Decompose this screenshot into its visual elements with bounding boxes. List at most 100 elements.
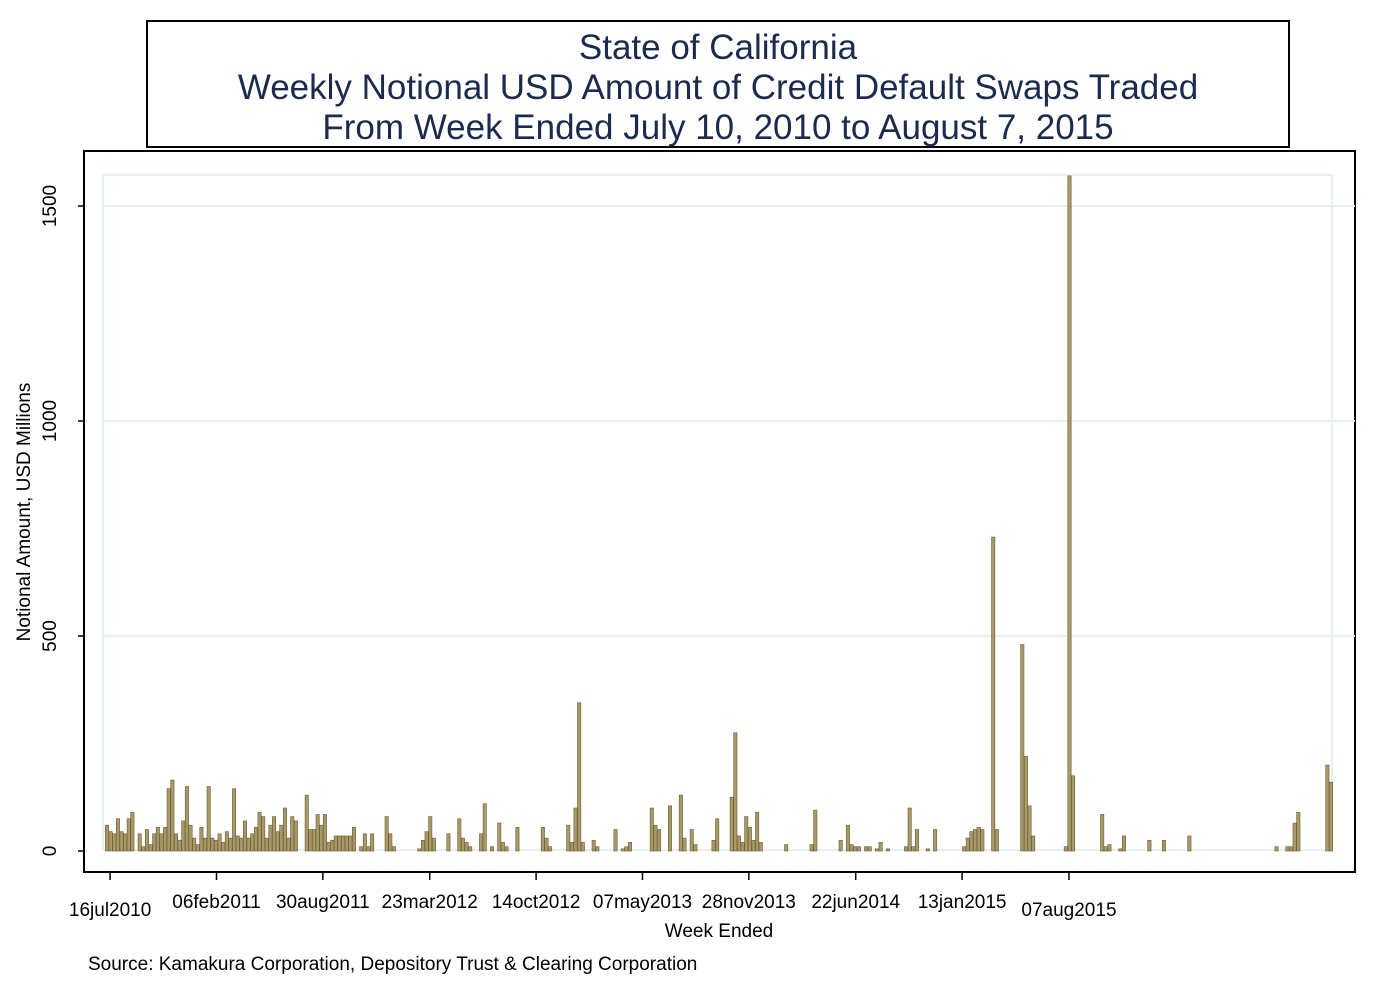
bar: [962, 846, 967, 852]
bar: [853, 846, 858, 852]
bar: [166, 788, 171, 852]
bar: [188, 824, 193, 852]
y-tick-label: 1500: [40, 185, 61, 227]
bar: [1103, 846, 1108, 852]
bar: [653, 824, 658, 852]
bar: [907, 807, 912, 852]
bar: [1031, 835, 1036, 852]
x-tick-label: 07aug2015: [1021, 900, 1116, 921]
bar: [464, 842, 469, 852]
bar: [170, 779, 175, 852]
bar: [497, 822, 502, 852]
bar: [264, 837, 269, 852]
bar: [155, 827, 160, 852]
bar: [184, 786, 189, 852]
bar: [177, 839, 182, 852]
bar: [126, 818, 131, 852]
bar: [969, 831, 974, 852]
bar: [875, 848, 879, 852]
bar: [577, 702, 582, 852]
bar: [268, 824, 273, 852]
x-tick-label: 13jan2015: [918, 892, 1007, 913]
bar: [595, 846, 600, 852]
bar: [253, 827, 258, 852]
bar: [758, 842, 763, 852]
bar: [500, 842, 505, 852]
bar: [243, 820, 247, 852]
bar: [152, 833, 157, 852]
bar: [428, 816, 433, 852]
bar: [213, 839, 218, 852]
bar: [181, 820, 186, 852]
bar: [933, 829, 938, 852]
bar: [163, 827, 168, 852]
x-tick-label: 16jul2010: [69, 900, 151, 921]
bar: [548, 846, 553, 852]
bar: [119, 831, 124, 852]
bar: [144, 829, 149, 852]
bar: [925, 848, 930, 852]
chart-title-box: State of California Weekly Notional USD …: [146, 20, 1290, 148]
bar: [580, 842, 585, 852]
bar: [911, 846, 916, 852]
bar: [1122, 835, 1126, 852]
bar: [904, 846, 909, 852]
bar: [228, 837, 233, 852]
bar: [333, 835, 338, 852]
bar: [914, 829, 919, 852]
bar: [991, 536, 996, 852]
bar: [566, 824, 571, 852]
bar: [159, 833, 164, 852]
bar: [246, 837, 251, 852]
bar: [282, 807, 287, 852]
chart-title-line-1: State of California: [578, 28, 858, 67]
bar: [1063, 846, 1068, 852]
bar: [272, 816, 277, 852]
bar: [362, 833, 367, 852]
x-tick-label: 23mar2012: [382, 892, 478, 913]
bar: [257, 811, 262, 852]
chart-title-line-3: From Week Ended July 10, 2010 to August …: [322, 108, 1114, 147]
bar: [1023, 756, 1028, 852]
bar: [250, 833, 255, 852]
bar: [417, 848, 422, 852]
bar: [341, 835, 346, 852]
bar: [203, 837, 208, 852]
bar: [115, 818, 120, 852]
bar: [457, 818, 462, 852]
bar: [980, 829, 985, 852]
bar: [628, 842, 632, 852]
x-tick-label: 30aug2011: [276, 892, 370, 913]
bar: [217, 833, 222, 852]
bar: [591, 839, 596, 852]
bar: [490, 846, 494, 852]
bar: [1325, 764, 1330, 852]
plot-frame: [83, 150, 1356, 873]
bar: [1292, 822, 1297, 852]
bar: [744, 816, 749, 852]
bar: [391, 846, 396, 852]
bar: [279, 824, 284, 852]
bar: [192, 837, 197, 852]
bar: [315, 814, 320, 852]
bar: [1274, 846, 1279, 852]
bar: [544, 837, 549, 852]
bar: [747, 827, 752, 852]
bar: [1020, 644, 1025, 852]
bar: [845, 824, 850, 852]
bar: [141, 846, 146, 852]
bar: [729, 796, 734, 852]
bar: [1100, 814, 1105, 852]
bar: [195, 844, 200, 852]
bar: [261, 816, 266, 852]
bar: [740, 842, 745, 852]
bar: [359, 846, 364, 852]
y-axis: 0 500 1000 1500: [40, 185, 84, 856]
y-tick-label: 1000: [40, 400, 61, 442]
source-note: Source: Kamakura Corporation, Depository…: [88, 954, 698, 975]
bar: [239, 837, 244, 852]
bar: [976, 827, 981, 852]
bar: [199, 827, 204, 852]
bar: [1027, 805, 1032, 852]
